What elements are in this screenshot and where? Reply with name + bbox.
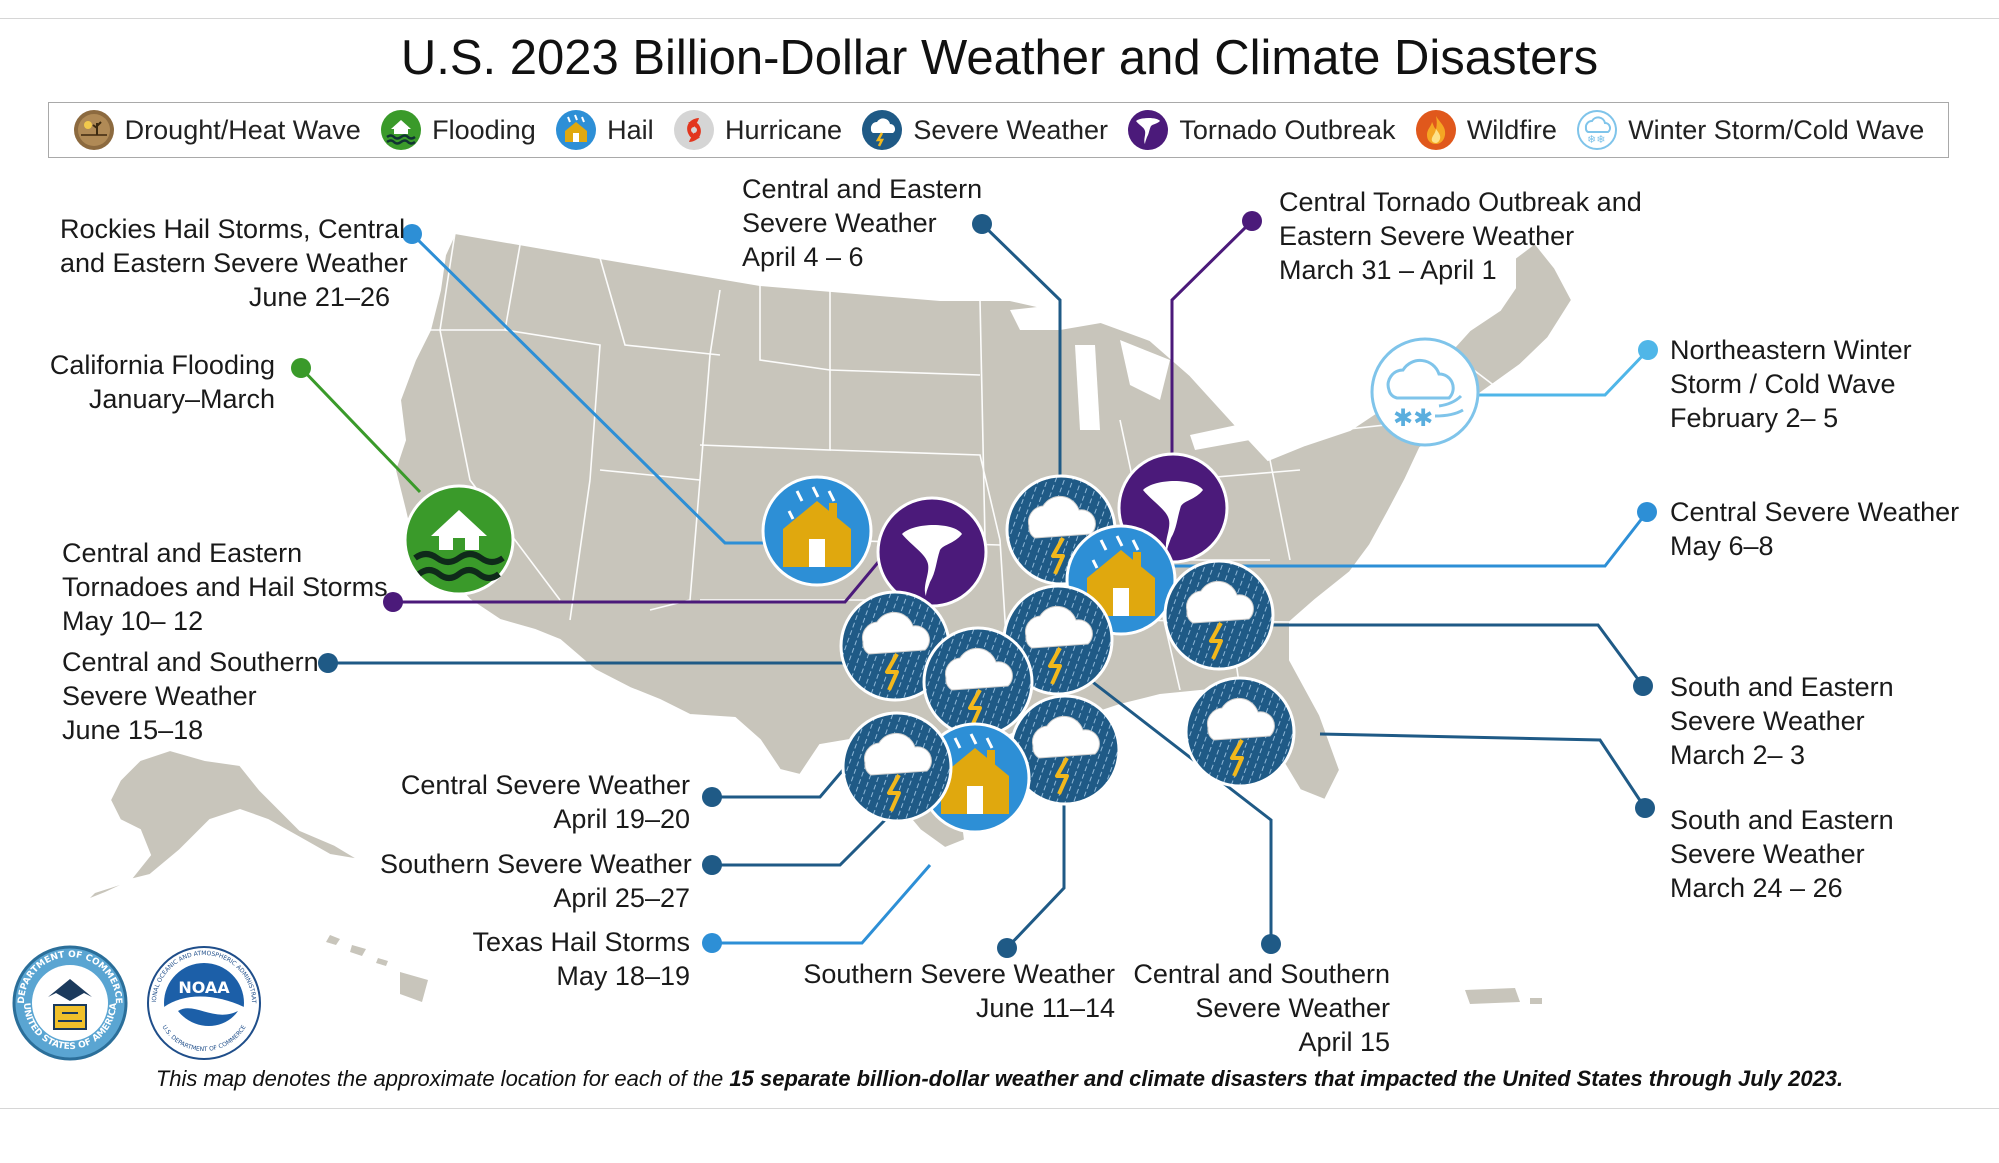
legend-item-wildfire: Wildfire <box>1415 109 1557 151</box>
footnote: This map denotes the approximate locatio… <box>155 1066 1844 1091</box>
legend-label: Severe Weather <box>913 114 1108 145</box>
south-eastern-march-24-marker <box>1184 676 1296 788</box>
label-central-southern-april-15: Central and Southern Severe Weather April … <box>1133 959 1390 1057</box>
drought-icon <box>73 110 114 150</box>
svg-text:❄❄: ❄❄ <box>1587 133 1605 146</box>
label-central-eastern-severe-april-4: Central and Eastern Severe Weather April 4… <box>742 174 983 272</box>
label-central-severe-april-19: Central Severe Weather April 19–20 <box>400 770 690 834</box>
great-lakes <box>1010 300 1340 450</box>
label-northeastern-winter-storm: Northeastern Winter Storm / Cold Wave Febr… <box>1670 335 1912 433</box>
legend-label: Hail <box>607 114 654 145</box>
legend-item-hurricane: Hurricane <box>673 109 842 151</box>
legend-label: Winter Storm/Cold Wave <box>1628 114 1925 145</box>
central-eastern-tornado-marker <box>876 496 988 608</box>
map-title: U.S. 2023 Billion-Dollar Weather and Cli… <box>400 31 1599 85</box>
legend-label: Drought/Heat Wave <box>124 114 361 145</box>
legend-item-winter-storm: ❄❄ Winter Storm/Cold Wave <box>1576 109 1924 151</box>
label-south-eastern-march-24: South and Eastern Severe Weather March 24 … <box>1670 805 1894 903</box>
legend-label: Tornado Outbreak <box>1179 114 1396 145</box>
hawaii-shape <box>326 935 428 1002</box>
commerce-seal-logo: DEPARTMENT OF COMMERCE UNITED STATES OF … <box>12 945 128 1061</box>
label-central-eastern-tornadoes-hail: Central and Eastern Tornadoes and Hail St… <box>62 538 388 636</box>
svg-text:✱✱: ✱✱ <box>1393 404 1433 432</box>
legend-item-hail: Hail <box>555 109 654 151</box>
legend-item-flooding: Flooding <box>380 109 536 151</box>
california-flooding-marker <box>403 484 515 596</box>
south-eastern-march-2-marker <box>1163 559 1275 671</box>
label-south-eastern-march-2: South and Eastern Severe Weather March 2– … <box>1670 672 1894 770</box>
leader-lines <box>299 219 1650 950</box>
legend-label: Hurricane <box>724 114 842 145</box>
puerto-rico-shape <box>1465 988 1520 1004</box>
label-rockies-hail: Rockies Hail Storms, Central and Eastern … <box>60 214 408 312</box>
southern-severe-april-marker <box>841 711 953 823</box>
legend-label: Flooding <box>432 114 536 145</box>
legend-label: Wildfire <box>1466 114 1557 145</box>
flooding-icon <box>381 110 422 150</box>
wildfire-icon <box>1415 110 1456 150</box>
alaska-shape <box>108 748 361 882</box>
hurricane-icon <box>673 110 714 150</box>
severe-weather-icon <box>862 110 903 150</box>
legend: Drought/Heat Wave Flooding Hail Hurrican… <box>48 102 1949 158</box>
noaa-seal-logo: NOAA NATIONAL OCEANIC AND ATMOSPHERIC AD… <box>147 946 261 1060</box>
label-central-tornado-outbreak: Central Tornado Outbreak and Eastern Seve… <box>1279 187 1642 285</box>
label-southern-severe-june: Southern Severe Weather June 11–14 <box>803 959 1115 1023</box>
hail-icon <box>556 110 597 150</box>
legend-item-drought: Drought/Heat Wave <box>73 109 361 151</box>
winter-storm-icon: ❄❄ <box>1577 110 1618 150</box>
svg-text:NOAA: NOAA <box>178 978 230 997</box>
legend-item-severe-weather: Severe Weather <box>861 109 1108 151</box>
central-severe-weather-april-19-marker <box>922 626 1034 738</box>
label-central-southern-june: Central and Southern Severe Weather June 1… <box>62 647 319 745</box>
label-california-flooding: California Flooding January–March <box>49 350 275 414</box>
leader-dots <box>291 211 1658 958</box>
label-southern-severe-april: Southern Severe Weather April 25–27 <box>380 849 692 913</box>
tornado-icon <box>1128 110 1169 150</box>
legend-item-tornado: Tornado Outbreak <box>1127 109 1395 151</box>
rockies-hail-marker <box>761 475 873 587</box>
label-central-severe-may: Central Severe Weather May 6–8 <box>1670 497 1960 561</box>
label-texas-hail: Texas Hail Storms May 18–19 <box>472 927 690 991</box>
northeastern-winter-storm-marker: ✱✱ <box>1370 337 1480 447</box>
